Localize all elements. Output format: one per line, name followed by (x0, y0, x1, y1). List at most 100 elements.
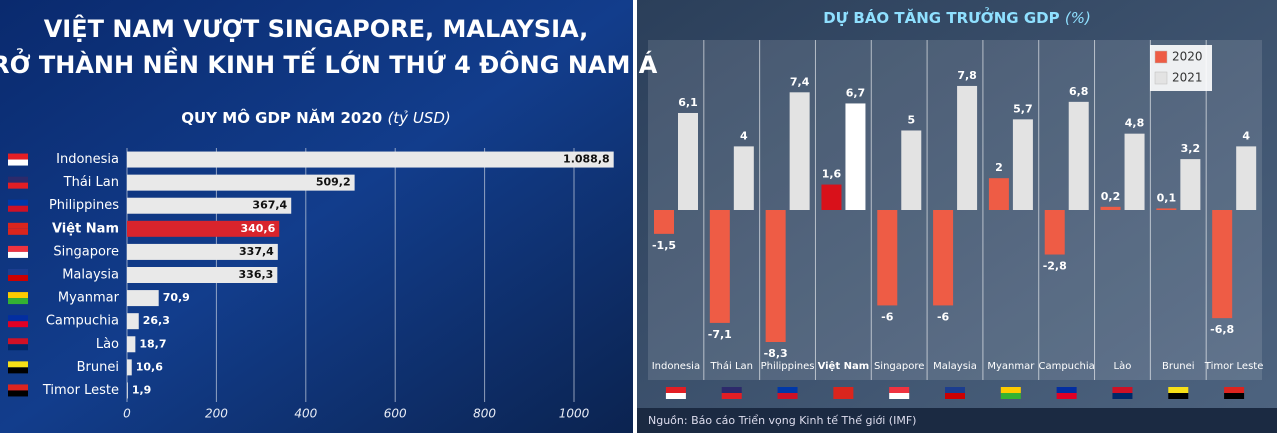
title-line: TRỞ THÀNH NỀN KINH TẾ LỚN THỨ 4 ĐÔNG NAM… (0, 46, 658, 79)
value-label: -8,3 (764, 347, 788, 360)
category-label: Philippines (49, 198, 119, 213)
flag (1000, 393, 1021, 399)
category-label: Thái Lan (709, 360, 753, 372)
flag (8, 292, 28, 299)
flag (945, 393, 965, 399)
value-label: 7,8 (957, 69, 977, 82)
value-label: 26,3 (143, 314, 170, 327)
category-label: Singapore (874, 361, 924, 372)
category-label: Thái Lan (63, 175, 119, 190)
bar (957, 85, 978, 210)
bar (127, 174, 355, 191)
flag (1224, 393, 1245, 399)
flag (8, 176, 28, 183)
bar (988, 178, 1009, 210)
category-label: Indonesia (652, 361, 700, 372)
title-text: DỰ BÁO TĂNG TRƯỞNG GDP (823, 6, 1059, 27)
value-label: 0,2 (1101, 190, 1121, 203)
category-label: Lào (96, 337, 119, 352)
category-label: Brunei (1162, 361, 1195, 372)
bar (709, 210, 730, 323)
value-label: 340,6 (240, 222, 275, 235)
flag (945, 387, 965, 393)
value-label: -1,5 (652, 239, 676, 252)
flag (1168, 387, 1189, 393)
bar (789, 92, 810, 210)
flag (1056, 393, 1077, 399)
value-label: 6,1 (678, 96, 698, 109)
legend-label: 2020 (1172, 50, 1203, 64)
bar (1044, 210, 1065, 255)
x-tick-label: 1000 (559, 407, 590, 421)
value-label: 509,2 (316, 176, 351, 189)
value-label: -6,8 (1210, 323, 1234, 336)
value-label: 1,9 (132, 383, 152, 396)
flag (8, 298, 28, 305)
flag (833, 387, 854, 393)
value-label: 4 (740, 129, 748, 142)
bar (678, 112, 698, 210)
flag (1000, 387, 1021, 393)
value-label: -2,8 (1043, 260, 1067, 273)
flag (8, 222, 28, 229)
category-label: Campuchia (46, 314, 119, 329)
flag (8, 245, 28, 252)
flag (1056, 387, 1077, 393)
category-label: Việt Nam (52, 221, 119, 236)
value-label: 1.088,8 (563, 153, 610, 166)
flag (1224, 387, 1245, 393)
flag (8, 269, 28, 275)
source: Nguồn: Báo cáo Triển vọng Kinh tế Thế gi… (648, 414, 916, 427)
bar (821, 184, 842, 210)
category-label: Myanmar (58, 291, 120, 306)
bar (127, 267, 278, 283)
x-tick-label: 800 (473, 407, 496, 421)
value-label: 6,8 (1069, 85, 1089, 98)
bar (127, 336, 136, 353)
flag (889, 393, 910, 399)
source-band (637, 408, 1277, 433)
flag (8, 384, 28, 391)
category-label: Brunei (77, 360, 119, 375)
flag (1168, 393, 1189, 399)
bar (845, 103, 866, 210)
x-tick-label: 200 (205, 407, 228, 421)
category-label: Myanmar (987, 361, 1035, 372)
flag (8, 321, 28, 328)
flag (8, 228, 28, 235)
flag (8, 251, 28, 258)
flag (665, 393, 686, 399)
subtitle-unit: (tỷ USD) (387, 109, 450, 127)
flag (8, 344, 28, 351)
category-label: Lào (1114, 360, 1132, 372)
bar (1236, 146, 1257, 210)
category-label: Timor Leste (42, 383, 119, 398)
value-label: -7,1 (708, 328, 732, 341)
bar (127, 313, 139, 330)
bar (1156, 208, 1177, 210)
divider (633, 0, 637, 433)
bar (901, 130, 922, 210)
value-label: 5 (907, 113, 915, 126)
subtitle-text: QUY MÔ GDP NĂM 2020 (181, 108, 382, 127)
title-line: VIỆT NAM VƯỢT SINGAPORE, MALAYSIA, (44, 13, 589, 43)
category-label: Timor Leste (1204, 361, 1264, 372)
value-label: 336,3 (239, 268, 274, 281)
category-label: Philippines (761, 361, 815, 372)
bar (1124, 133, 1145, 210)
bar (1012, 119, 1033, 210)
category-label: Indonesia (56, 152, 119, 167)
flag (777, 387, 798, 393)
value-label: 18,7 (139, 337, 166, 350)
category-label: Malaysia (933, 361, 977, 372)
right-title: DỰ BÁO TĂNG TRƯỞNG GDP (%) (823, 6, 1091, 27)
flag (8, 390, 28, 397)
flag (8, 205, 28, 212)
flag (8, 338, 28, 345)
legend-swatch (1154, 50, 1168, 64)
value-label: 6,7 (846, 86, 866, 99)
flag (8, 153, 28, 160)
bar (1100, 206, 1121, 210)
category-label: Việt Nam (818, 360, 870, 372)
